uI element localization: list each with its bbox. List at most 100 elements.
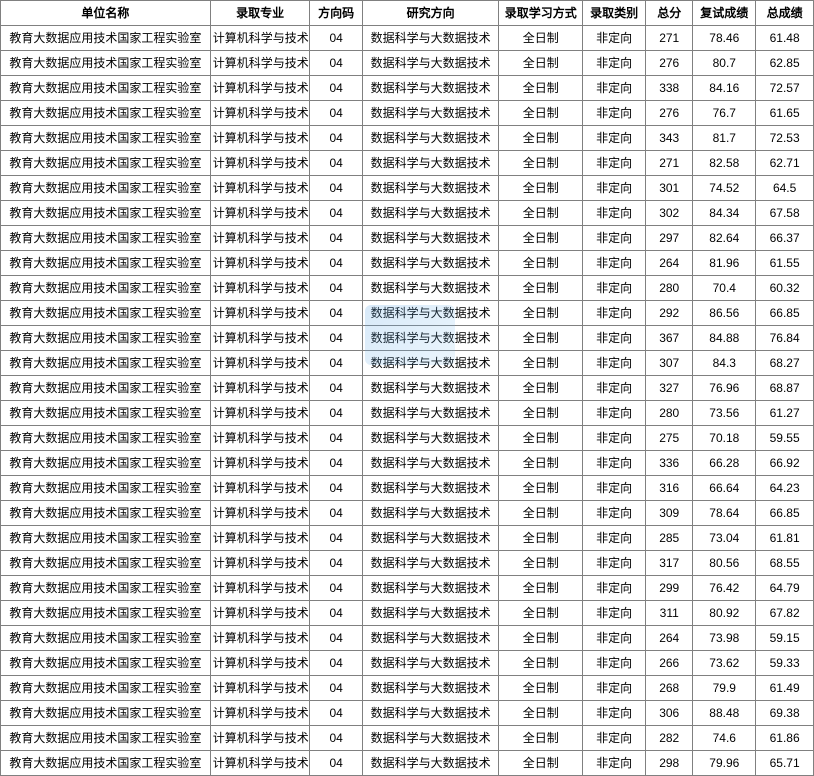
table-cell: 66.28 bbox=[693, 451, 756, 476]
table-row: 教育大数据应用技术国家工程实验室计算机科学与技术04数据科学与大数据技术全日制非… bbox=[1, 676, 814, 701]
table-cell: 04 bbox=[310, 751, 362, 776]
table-cell: 非定向 bbox=[583, 426, 646, 451]
table-cell: 280 bbox=[646, 401, 693, 426]
table-cell: 78.64 bbox=[693, 501, 756, 526]
table-cell: 数据科学与大数据技术 bbox=[362, 751, 498, 776]
table-cell: 计算机科学与技术 bbox=[210, 701, 310, 726]
table-cell: 全日制 bbox=[499, 576, 583, 601]
table-cell: 82.58 bbox=[693, 151, 756, 176]
table-cell: 全日制 bbox=[499, 626, 583, 651]
table-cell: 全日制 bbox=[499, 501, 583, 526]
table-cell: 271 bbox=[646, 151, 693, 176]
table-cell: 66.64 bbox=[693, 476, 756, 501]
table-cell: 数据科学与大数据技术 bbox=[362, 376, 498, 401]
table-cell: 276 bbox=[646, 101, 693, 126]
table-cell: 全日制 bbox=[499, 426, 583, 451]
table-cell: 66.37 bbox=[756, 226, 814, 251]
table-row: 教育大数据应用技术国家工程实验室计算机科学与技术04数据科学与大数据技术全日制非… bbox=[1, 276, 814, 301]
table-cell: 非定向 bbox=[583, 126, 646, 151]
table-cell: 计算机科学与技术 bbox=[210, 126, 310, 151]
table-cell: 80.56 bbox=[693, 551, 756, 576]
table-cell: 62.71 bbox=[756, 151, 814, 176]
table-cell: 数据科学与大数据技术 bbox=[362, 526, 498, 551]
table-cell: 非定向 bbox=[583, 376, 646, 401]
table-body: 教育大数据应用技术国家工程实验室计算机科学与技术04数据科学与大数据技术全日制非… bbox=[1, 26, 814, 776]
table-row: 教育大数据应用技术国家工程实验室计算机科学与技术04数据科学与大数据技术全日制非… bbox=[1, 476, 814, 501]
table-cell: 全日制 bbox=[499, 276, 583, 301]
table-cell: 计算机科学与技术 bbox=[210, 176, 310, 201]
table-cell: 04 bbox=[310, 701, 362, 726]
table-cell: 65.71 bbox=[756, 751, 814, 776]
table-cell: 数据科学与大数据技术 bbox=[362, 251, 498, 276]
table-cell: 78.46 bbox=[693, 26, 756, 51]
table-cell: 04 bbox=[310, 476, 362, 501]
table-cell: 61.48 bbox=[756, 26, 814, 51]
table-cell: 84.16 bbox=[693, 76, 756, 101]
table-cell: 非定向 bbox=[583, 301, 646, 326]
table-cell: 数据科学与大数据技术 bbox=[362, 501, 498, 526]
table-cell: 04 bbox=[310, 301, 362, 326]
table-cell: 计算机科学与技术 bbox=[210, 276, 310, 301]
table-cell: 教育大数据应用技术国家工程实验室 bbox=[1, 576, 211, 601]
table-cell: 367 bbox=[646, 326, 693, 351]
table-cell: 04 bbox=[310, 576, 362, 601]
table-cell: 全日制 bbox=[499, 176, 583, 201]
table-cell: 非定向 bbox=[583, 26, 646, 51]
table-cell: 数据科学与大数据技术 bbox=[362, 226, 498, 251]
table-cell: 76.84 bbox=[756, 326, 814, 351]
table-cell: 67.82 bbox=[756, 601, 814, 626]
table-row: 教育大数据应用技术国家工程实验室计算机科学与技术04数据科学与大数据技术全日制非… bbox=[1, 326, 814, 351]
table-cell: 61.86 bbox=[756, 726, 814, 751]
table-cell: 教育大数据应用技术国家工程实验室 bbox=[1, 351, 211, 376]
table-cell: 04 bbox=[310, 501, 362, 526]
table-cell: 教育大数据应用技术国家工程实验室 bbox=[1, 376, 211, 401]
table-cell: 82.64 bbox=[693, 226, 756, 251]
table-cell: 教育大数据应用技术国家工程实验室 bbox=[1, 276, 211, 301]
table-cell: 全日制 bbox=[499, 526, 583, 551]
table-cell: 计算机科学与技术 bbox=[210, 476, 310, 501]
table-cell: 04 bbox=[310, 101, 362, 126]
table-cell: 数据科学与大数据技术 bbox=[362, 326, 498, 351]
table-cell: 计算机科学与技术 bbox=[210, 26, 310, 51]
table-cell: 04 bbox=[310, 551, 362, 576]
header-cell: 录取类别 bbox=[583, 1, 646, 26]
table-cell: 04 bbox=[310, 351, 362, 376]
header-cell: 总分 bbox=[646, 1, 693, 26]
table-cell: 282 bbox=[646, 726, 693, 751]
table-cell: 76.96 bbox=[693, 376, 756, 401]
table-cell: 全日制 bbox=[499, 726, 583, 751]
table-cell: 非定向 bbox=[583, 51, 646, 76]
table-cell: 72.53 bbox=[756, 126, 814, 151]
table-cell: 全日制 bbox=[499, 476, 583, 501]
table-cell: 84.34 bbox=[693, 201, 756, 226]
table-row: 教育大数据应用技术国家工程实验室计算机科学与技术04数据科学与大数据技术全日制非… bbox=[1, 151, 814, 176]
table-cell: 285 bbox=[646, 526, 693, 551]
table-row: 教育大数据应用技术国家工程实验室计算机科学与技术04数据科学与大数据技术全日制非… bbox=[1, 626, 814, 651]
table-cell: 教育大数据应用技术国家工程实验室 bbox=[1, 126, 211, 151]
header-cell: 复试成绩 bbox=[693, 1, 756, 26]
table-cell: 264 bbox=[646, 626, 693, 651]
table-cell: 04 bbox=[310, 151, 362, 176]
table-cell: 非定向 bbox=[583, 576, 646, 601]
table-cell: 68.27 bbox=[756, 351, 814, 376]
table-cell: 64.5 bbox=[756, 176, 814, 201]
table-cell: 数据科学与大数据技术 bbox=[362, 551, 498, 576]
table-cell: 268 bbox=[646, 676, 693, 701]
table-cell: 计算机科学与技术 bbox=[210, 651, 310, 676]
table-cell: 全日制 bbox=[499, 51, 583, 76]
table-cell: 教育大数据应用技术国家工程实验室 bbox=[1, 251, 211, 276]
table-cell: 教育大数据应用技术国家工程实验室 bbox=[1, 651, 211, 676]
table-cell: 80.92 bbox=[693, 601, 756, 626]
table-cell: 292 bbox=[646, 301, 693, 326]
table-cell: 数据科学与大数据技术 bbox=[362, 126, 498, 151]
table-cell: 全日制 bbox=[499, 251, 583, 276]
header-cell: 方向码 bbox=[310, 1, 362, 26]
table-cell: 教育大数据应用技术国家工程实验室 bbox=[1, 176, 211, 201]
table-cell: 教育大数据应用技术国家工程实验室 bbox=[1, 726, 211, 751]
table-cell: 计算机科学与技术 bbox=[210, 726, 310, 751]
table-cell: 计算机科学与技术 bbox=[210, 101, 310, 126]
table-row: 教育大数据应用技术国家工程实验室计算机科学与技术04数据科学与大数据技术全日制非… bbox=[1, 451, 814, 476]
table-cell: 68.87 bbox=[756, 376, 814, 401]
table-cell: 04 bbox=[310, 401, 362, 426]
table-cell: 计算机科学与技术 bbox=[210, 151, 310, 176]
